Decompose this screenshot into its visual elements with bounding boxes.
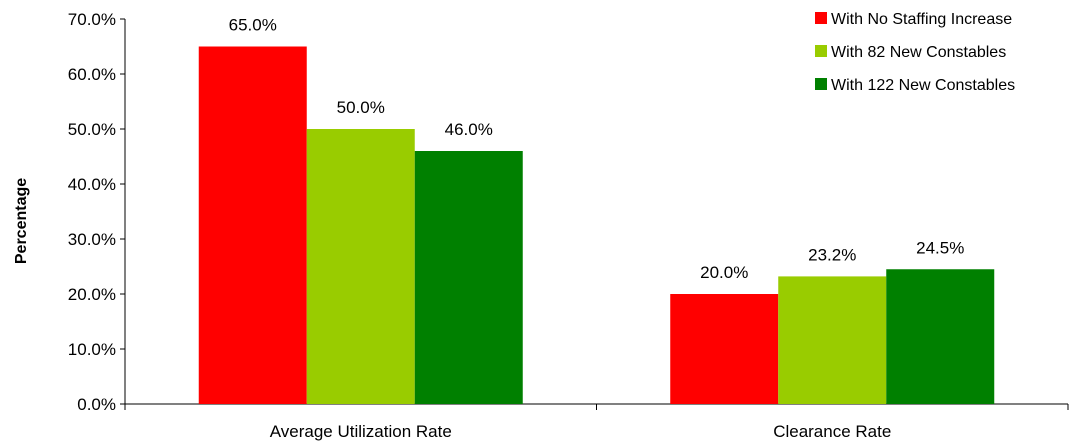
bar <box>414 151 523 404</box>
bar <box>306 129 415 404</box>
x-category-label: Average Utilization Rate <box>270 422 452 441</box>
bar <box>670 294 779 404</box>
legend: With No Staffing Increase With 82 New Con… <box>815 11 1015 94</box>
data-label: 23.2% <box>808 245 856 264</box>
bar <box>198 46 307 404</box>
y-tick-label: 10.0% <box>68 340 116 359</box>
y-tick-label: 70.0% <box>68 10 116 29</box>
data-label: 46.0% <box>445 120 493 139</box>
legend-entry: With 122 New Constables <box>831 77 1015 94</box>
data-label: 24.5% <box>916 238 964 257</box>
bar <box>886 269 995 404</box>
legend-swatch <box>815 45 827 57</box>
legend-swatch <box>815 12 827 24</box>
y-axis-label: Percentage <box>13 178 30 264</box>
y-tick-label: 60.0% <box>68 65 116 84</box>
y-tick-label: 20.0% <box>68 285 116 304</box>
data-label: 50.0% <box>337 98 385 117</box>
legend-swatch <box>815 78 827 90</box>
legend-entry: With 82 New Constables <box>831 44 1006 61</box>
bar <box>778 276 887 404</box>
x-category-label: Clearance Rate <box>773 422 891 441</box>
data-label: 20.0% <box>700 263 748 282</box>
y-tick-label: 0.0% <box>77 395 116 414</box>
data-label: 65.0% <box>229 16 277 35</box>
y-tick-label: 40.0% <box>68 175 116 194</box>
legend-entry: With No Staffing Increase <box>831 11 1012 28</box>
plot-area: 0.0% 10.0% 20.0% 30.0% 40.0% 50.0% 60.0% 70.0% 6… <box>68 10 1069 441</box>
y-tick-label: 30.0% <box>68 230 116 249</box>
y-tick-label: 50.0% <box>68 120 116 139</box>
